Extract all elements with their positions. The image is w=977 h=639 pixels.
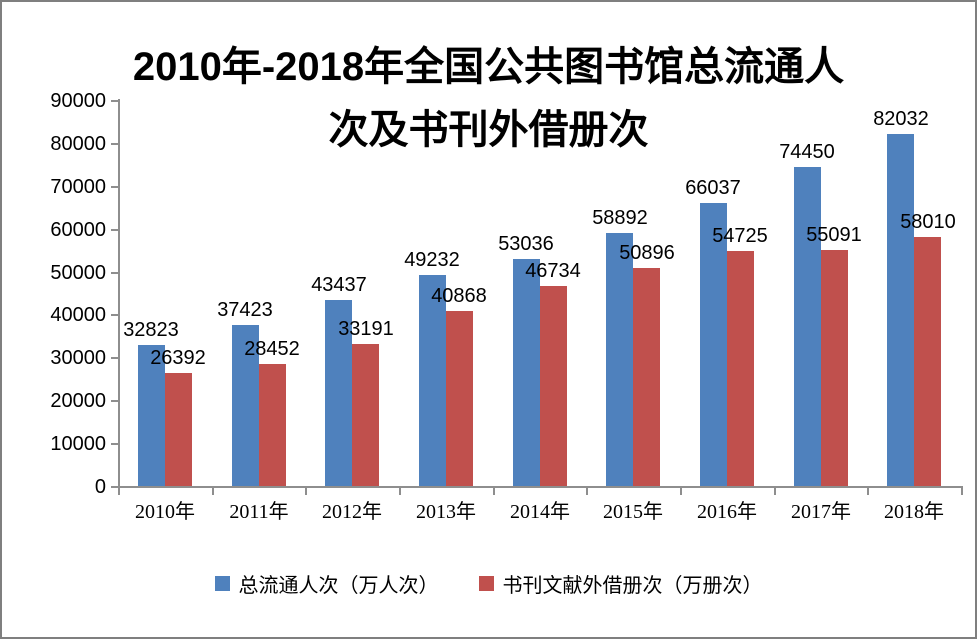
bar-series1 [513,259,540,486]
y-axis-tick [111,100,118,102]
x-axis-category-label: 2011年 [229,501,289,523]
x-axis-category-label: 2010年 [135,501,195,523]
bar-value-label: 50896 [619,242,675,264]
y-axis-tick [111,400,118,402]
bar-value-label: 40868 [431,285,487,307]
bar-series1 [606,233,633,486]
x-axis-line [111,486,963,488]
x-axis-category-label: 2012年 [322,501,382,523]
y-axis-tick [111,186,118,188]
bar-series1 [138,345,165,486]
y-axis-tick-label: 0 [94,476,106,498]
bar-series2 [727,251,754,486]
x-axis-category-label: 2013年 [416,501,476,523]
x-axis-tick [867,488,869,495]
bar-value-label: 55091 [806,224,862,246]
legend: 总流通人次（万人次） 书刊文献外借册次（万册次） [2,569,975,598]
x-axis-tick [118,488,120,495]
y-axis-tick-label: 30000 [50,347,106,369]
bar-value-label: 33191 [338,318,394,340]
x-axis-tick [680,488,682,495]
y-axis-tick-label: 20000 [50,390,106,412]
y-axis-tick [111,272,118,274]
bar-value-label: 28452 [244,338,300,360]
bar-value-label: 66037 [685,177,741,199]
y-axis-tick-label: 40000 [50,304,106,326]
bar-value-label: 46734 [525,260,581,282]
bar-series2 [821,250,848,486]
bar-series2 [633,268,660,486]
y-axis-tick [111,143,118,145]
bar-value-label: 74450 [779,141,835,163]
legend-swatch-series2 [478,576,494,591]
bar-series2 [446,311,473,486]
chart-title-line1: 2010年-2018年全国公共图书馆总流通人 [132,45,845,89]
bar-value-label: 49232 [404,249,460,271]
legend-item: 书刊文献外借册次（万册次） [478,569,763,598]
x-axis-tick [493,488,495,495]
chart-title-line2: 次及书刊外借册次 [328,108,649,152]
y-axis-tick [111,229,118,231]
bar-value-label: 26392 [150,347,206,369]
y-axis-tick-label: 70000 [50,176,106,198]
chart-title: 2010年-2018年全国公共图书馆总流通人 次及书刊外借册次 [2,36,975,162]
y-axis-tick-label: 60000 [50,219,106,241]
bar-series1 [232,325,259,486]
y-axis-tick-label: 80000 [50,133,106,155]
bar-series1 [325,300,352,486]
x-axis-category-label: 2017年 [791,501,851,523]
x-axis-category-label: 2016年 [697,501,757,523]
bar-series2 [352,344,379,486]
x-axis-tick [586,488,588,495]
y-axis-tick-label: 10000 [50,433,106,455]
y-axis-line [118,99,120,488]
y-axis-tick [111,486,118,488]
bar-value-label: 43437 [311,274,367,296]
bar-series1 [419,275,446,486]
bar-value-label: 37423 [217,299,273,321]
x-axis-tick [305,488,307,495]
bar-series2 [914,237,941,486]
y-axis-tick [111,443,118,445]
y-axis-tick-label: 90000 [50,90,106,112]
x-axis-category-label: 2018年 [884,501,944,523]
legend-swatch-series1 [214,576,230,591]
legend-label: 书刊文献外借册次（万册次） [502,575,763,597]
bar-series1 [794,167,821,486]
x-axis-category-label: 2014年 [510,501,570,523]
bar-value-label: 58010 [900,211,956,233]
y-axis-tick [111,357,118,359]
y-axis-tick-label: 50000 [50,262,106,284]
bar-value-label: 32823 [123,319,179,341]
x-axis-category-label: 2015年 [603,501,663,523]
x-axis-tick [961,488,963,495]
bar-series2 [165,373,192,486]
bar-series2 [540,286,567,486]
y-axis-tick [111,314,118,316]
x-axis-tick [212,488,214,495]
bar-value-label: 82032 [873,108,929,130]
bar-value-label: 54725 [712,225,768,247]
bar-series2 [259,364,286,486]
bar-series1 [887,134,914,486]
x-axis-tick [774,488,776,495]
bar-value-label: 53036 [498,233,554,255]
legend-item: 总流通人次（万人次） [214,569,439,598]
legend-label: 总流通人次（万人次） [238,575,439,597]
bar-value-label: 58892 [592,207,648,229]
bar-series1 [700,203,727,486]
x-axis-tick [399,488,401,495]
